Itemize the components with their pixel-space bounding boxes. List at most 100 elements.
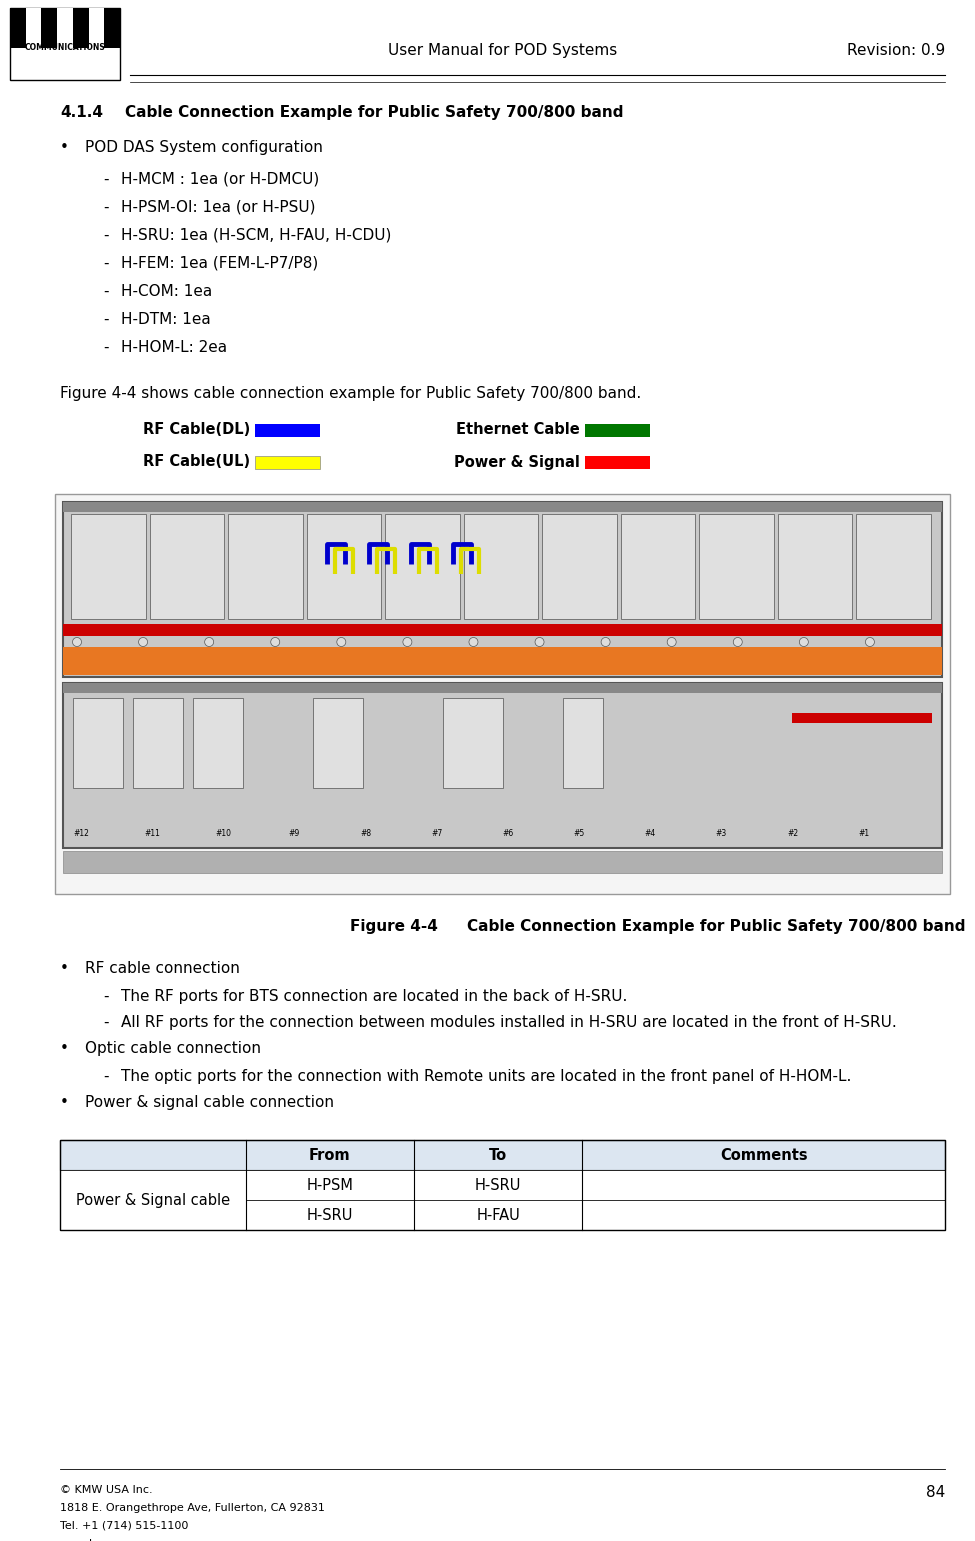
- Text: #12: #12: [73, 829, 89, 838]
- FancyBboxPatch shape: [63, 647, 942, 675]
- Text: All RF ports for the connection between modules installed in H-SRU are located i: All RF ports for the connection between …: [121, 1016, 897, 1029]
- Text: -: -: [103, 341, 108, 354]
- Text: -: -: [103, 311, 108, 327]
- FancyBboxPatch shape: [563, 698, 603, 787]
- FancyBboxPatch shape: [585, 456, 650, 468]
- Text: -: -: [103, 256, 108, 271]
- Text: H-COM: 1ea: H-COM: 1ea: [121, 284, 213, 299]
- Circle shape: [866, 638, 875, 647]
- Text: #10: #10: [215, 829, 231, 838]
- Text: The RF ports for BTS connection are located in the back of H-SRU.: The RF ports for BTS connection are loca…: [121, 989, 627, 1005]
- FancyBboxPatch shape: [71, 515, 145, 619]
- FancyBboxPatch shape: [60, 1200, 945, 1230]
- Text: POD DAS System configuration: POD DAS System configuration: [85, 140, 323, 156]
- Text: The optic ports for the connection with Remote units are located in the front pa: The optic ports for the connection with …: [121, 1069, 851, 1083]
- Text: From: From: [309, 1148, 351, 1162]
- Text: •: •: [60, 140, 69, 156]
- Text: -: -: [103, 989, 108, 1005]
- FancyBboxPatch shape: [585, 424, 650, 438]
- Text: #1: #1: [858, 829, 870, 838]
- FancyBboxPatch shape: [63, 851, 942, 874]
- FancyBboxPatch shape: [63, 683, 942, 693]
- Text: 4.1.4: 4.1.4: [60, 105, 103, 120]
- FancyBboxPatch shape: [10, 8, 25, 48]
- Text: #11: #11: [144, 829, 160, 838]
- Text: -: -: [103, 228, 108, 243]
- Text: #6: #6: [502, 829, 514, 838]
- Circle shape: [271, 638, 280, 647]
- FancyBboxPatch shape: [228, 515, 302, 619]
- Text: H-FAU: H-FAU: [476, 1208, 520, 1222]
- Text: Comments: Comments: [720, 1148, 807, 1162]
- FancyBboxPatch shape: [255, 424, 320, 438]
- Text: RF Cable(DL): RF Cable(DL): [142, 422, 250, 438]
- Text: -: -: [103, 284, 108, 299]
- Text: User Manual for POD Systems: User Manual for POD Systems: [388, 43, 617, 59]
- FancyBboxPatch shape: [464, 515, 538, 619]
- Text: -: -: [103, 200, 108, 216]
- Text: Revision: 0.9: Revision: 0.9: [846, 43, 945, 59]
- Text: #5: #5: [573, 829, 585, 838]
- Text: H-PSM: H-PSM: [306, 1177, 353, 1193]
- FancyBboxPatch shape: [10, 8, 120, 80]
- Circle shape: [403, 638, 411, 647]
- Text: #7: #7: [431, 829, 443, 838]
- Circle shape: [336, 638, 346, 647]
- FancyBboxPatch shape: [73, 8, 89, 48]
- Text: Cable Connection Example for Public Safety 700/800 band: Cable Connection Example for Public Safe…: [125, 105, 623, 120]
- FancyBboxPatch shape: [133, 698, 183, 787]
- Text: #3: #3: [716, 829, 727, 838]
- Text: -: -: [103, 1016, 108, 1029]
- FancyBboxPatch shape: [89, 8, 104, 48]
- Text: 1818 E. Orangethrope Ave, Fullerton, CA 92831: 1818 E. Orangethrope Ave, Fullerton, CA …: [60, 1502, 325, 1513]
- Text: © KMW USA Inc.: © KMW USA Inc.: [60, 1486, 153, 1495]
- FancyBboxPatch shape: [73, 698, 123, 787]
- Text: RF Cable(UL): RF Cable(UL): [143, 455, 250, 470]
- FancyBboxPatch shape: [60, 1170, 246, 1230]
- FancyBboxPatch shape: [193, 698, 243, 787]
- Text: www.kmwcomm.com: www.kmwcomm.com: [60, 1539, 178, 1541]
- FancyBboxPatch shape: [443, 698, 503, 787]
- Text: #4: #4: [644, 829, 656, 838]
- Text: Optic cable connection: Optic cable connection: [85, 1042, 261, 1056]
- FancyBboxPatch shape: [306, 515, 381, 619]
- Text: H-PSM-OI: 1ea (or H-PSU): H-PSM-OI: 1ea (or H-PSU): [121, 200, 316, 216]
- FancyBboxPatch shape: [778, 515, 852, 619]
- Text: RF cable connection: RF cable connection: [85, 962, 240, 975]
- Text: Tel. +1 (714) 515-1100: Tel. +1 (714) 515-1100: [60, 1521, 188, 1532]
- Circle shape: [138, 638, 147, 647]
- Text: Power & signal cable connection: Power & signal cable connection: [85, 1096, 334, 1110]
- Circle shape: [72, 638, 82, 647]
- FancyBboxPatch shape: [63, 502, 942, 512]
- Circle shape: [800, 638, 808, 647]
- Text: COMMUNICATIONS: COMMUNICATIONS: [24, 43, 105, 52]
- FancyBboxPatch shape: [41, 8, 58, 48]
- Text: -: -: [103, 173, 108, 186]
- FancyBboxPatch shape: [60, 1170, 945, 1200]
- Text: #9: #9: [289, 829, 300, 838]
- Text: •: •: [60, 962, 69, 975]
- Circle shape: [602, 638, 610, 647]
- FancyBboxPatch shape: [255, 456, 320, 468]
- FancyBboxPatch shape: [313, 698, 363, 787]
- FancyBboxPatch shape: [699, 515, 774, 619]
- FancyBboxPatch shape: [55, 495, 950, 894]
- Text: 84: 84: [925, 1486, 945, 1499]
- Circle shape: [535, 638, 544, 647]
- Circle shape: [667, 638, 677, 647]
- Text: Power & Signal: Power & Signal: [454, 455, 580, 470]
- Circle shape: [733, 638, 742, 647]
- Circle shape: [469, 638, 478, 647]
- Text: H-SRU: H-SRU: [307, 1208, 353, 1222]
- Text: -: -: [103, 1069, 108, 1083]
- Text: To: To: [489, 1148, 507, 1162]
- Text: #2: #2: [787, 829, 799, 838]
- Text: •: •: [60, 1042, 69, 1056]
- Circle shape: [205, 638, 214, 647]
- Text: •: •: [60, 1096, 69, 1110]
- FancyBboxPatch shape: [385, 515, 460, 619]
- Text: #8: #8: [360, 829, 371, 838]
- Text: Power & Signal cable: Power & Signal cable: [76, 1193, 230, 1208]
- FancyBboxPatch shape: [60, 1140, 945, 1170]
- FancyBboxPatch shape: [542, 515, 617, 619]
